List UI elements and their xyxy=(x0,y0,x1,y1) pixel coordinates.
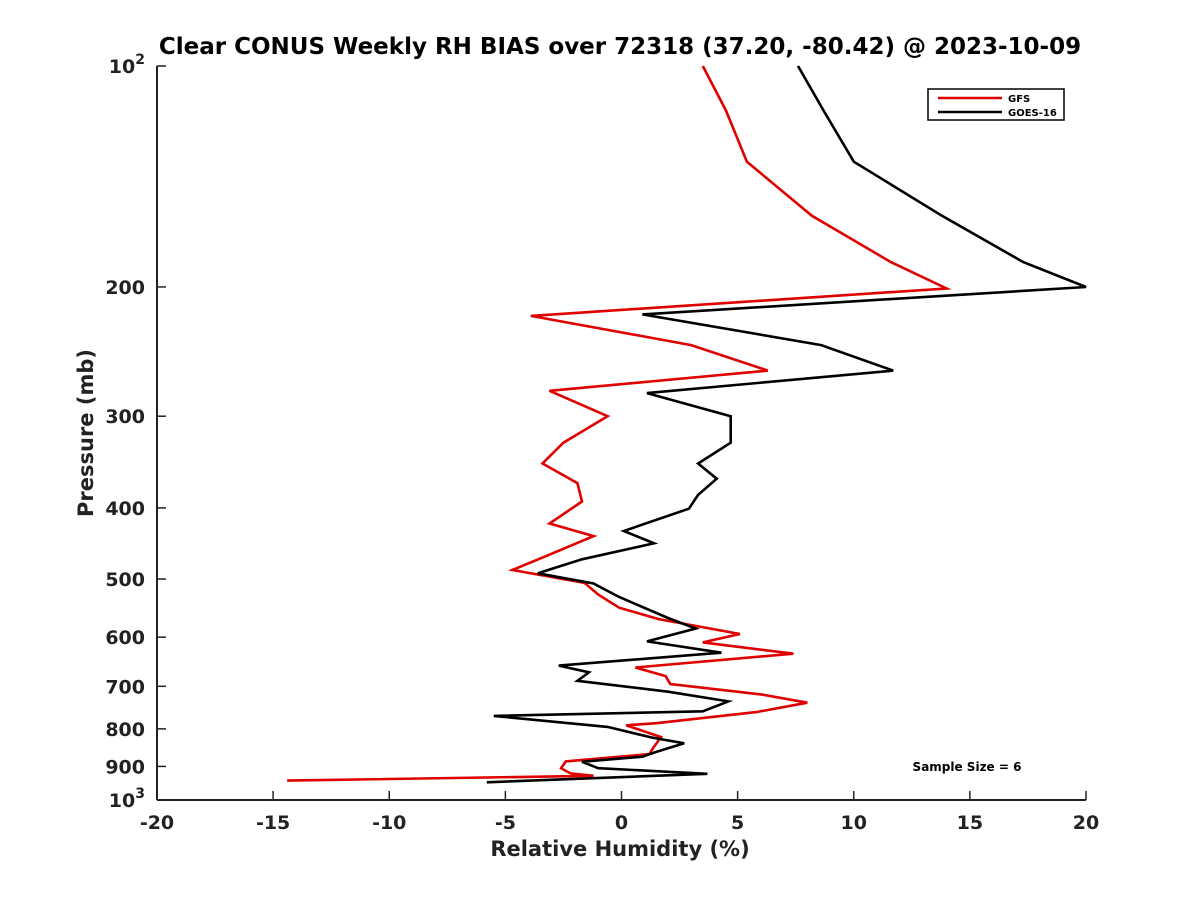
x-tick-label: 0 xyxy=(615,812,628,834)
y-tick-label: 700 xyxy=(105,676,145,698)
y-tick-label-base: 10 xyxy=(109,790,135,812)
y-tick-label: 102 xyxy=(109,52,145,78)
y-tick-label: 500 xyxy=(105,569,145,591)
y-tick-label-base: 700 xyxy=(105,676,145,698)
y-tick-label: 900 xyxy=(105,756,145,778)
x-axis-label: Relative Humidity (%) xyxy=(490,837,749,861)
x-axis: -20 -15 -10 -5 0 5 10 15 20 xyxy=(140,791,1099,834)
legend-box xyxy=(927,88,1065,121)
y-tick-label-base: 800 xyxy=(105,719,145,741)
y-tick-label: 103 xyxy=(109,786,145,812)
y-tick-label-base: 600 xyxy=(105,627,145,649)
y-tick-label-base: 500 xyxy=(105,569,145,591)
series-line-gfs xyxy=(287,65,952,782)
x-tick-label: 15 xyxy=(957,812,983,834)
y-tick-label: 200 xyxy=(105,277,145,299)
x-tick-label: 10 xyxy=(841,812,867,834)
y-tick-label: 400 xyxy=(105,498,145,520)
y-tick-label: 300 xyxy=(105,406,145,428)
plot-area xyxy=(287,65,1087,784)
y-tick-label: 600 xyxy=(105,627,145,649)
legend: GFS GOES-16 xyxy=(927,88,1065,121)
legend-label: GOES-16 xyxy=(1008,108,1057,119)
x-tick-label: -5 xyxy=(495,812,516,834)
chart-title: Clear CONUS Weekly RH BIAS over 72318 (3… xyxy=(159,34,1081,60)
y-tick-label-base: 10 xyxy=(109,56,135,78)
y-tick-label-base: 900 xyxy=(105,756,145,778)
y-tick-label-base: 400 xyxy=(105,498,145,520)
legend-label: GFS xyxy=(1008,94,1030,105)
series-line-goes-16 xyxy=(486,65,1087,784)
x-tick-label: -20 xyxy=(140,812,174,834)
y-axis-label: Pressure (mb) xyxy=(74,349,98,517)
y-tick-label-base: 200 xyxy=(105,277,145,299)
x-tick-label: 20 xyxy=(1073,812,1099,834)
y-tick-label-exponent: 3 xyxy=(135,786,145,802)
y-tick-label-exponent: 2 xyxy=(135,52,145,68)
x-tick-label: 5 xyxy=(731,812,744,834)
y-tick-label: 800 xyxy=(105,719,145,741)
x-tick-label: -15 xyxy=(256,812,290,834)
y-tick-label-base: 300 xyxy=(105,406,145,428)
sample-size-annotation: Sample Size = 6 xyxy=(913,760,1022,774)
x-tick-label: -10 xyxy=(372,812,406,834)
